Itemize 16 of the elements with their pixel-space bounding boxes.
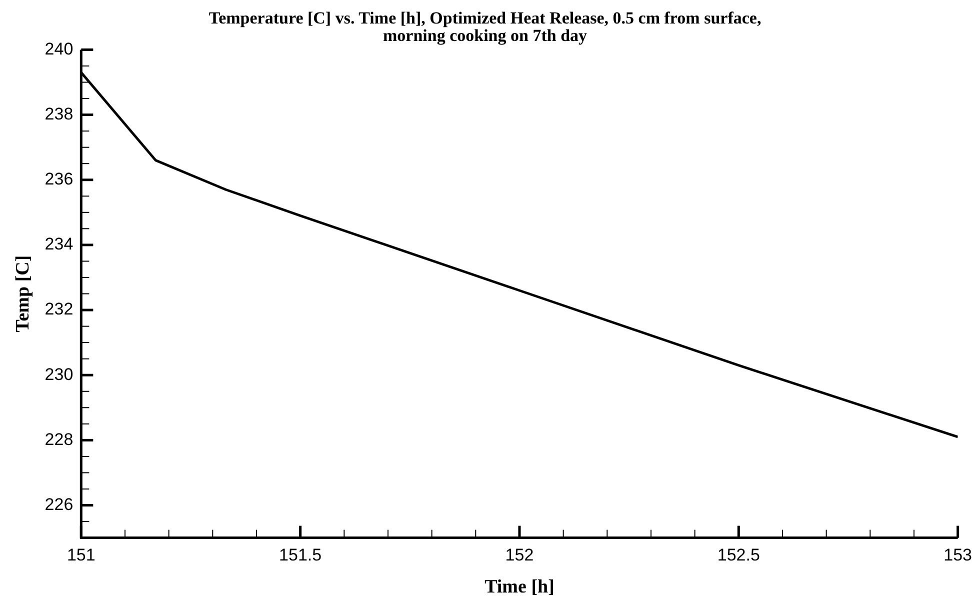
y-axis-title: Temp [C]	[12, 255, 34, 332]
x-tick-label: 153	[944, 546, 972, 565]
y-tick-label: 226	[44, 494, 74, 514]
y-tick-label: 234	[44, 234, 74, 254]
x-tick-label: 151	[66, 546, 96, 565]
y-tick-label: 232	[44, 300, 74, 319]
y-tick-label: 240	[44, 39, 74, 58]
chart-title: Temperature [C] vs. Time [h], Optimized Heat Release, 0.5 cm from surface, morning cooking on 7th day	[208, 8, 762, 46]
y-tick-label: 236	[44, 170, 74, 189]
y-tick-label: 238	[44, 104, 74, 124]
y-tick-label: 228	[44, 430, 74, 449]
y-tick-label: 230	[44, 364, 74, 384]
x-tick-label: 152	[505, 546, 534, 565]
x-tick-label: 151.5	[279, 546, 322, 565]
x-axis-title: Time [h]	[484, 576, 554, 598]
x-tick-label: 152.5	[717, 546, 760, 565]
